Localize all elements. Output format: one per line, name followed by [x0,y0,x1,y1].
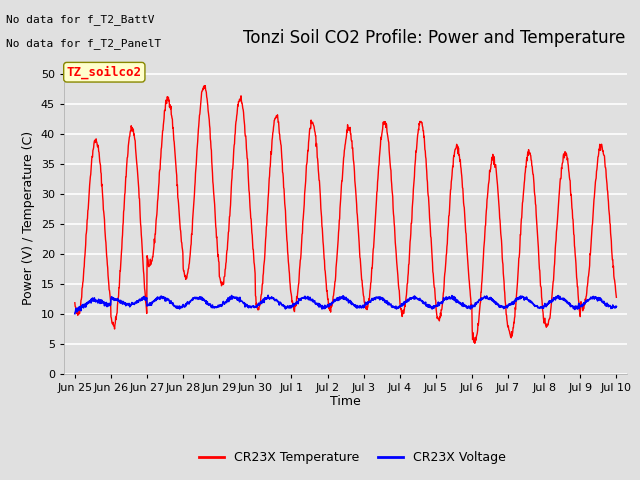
Legend: CR23X Temperature, CR23X Voltage: CR23X Temperature, CR23X Voltage [193,446,511,469]
Text: Tonzi Soil CO2 Profile: Power and Temperature: Tonzi Soil CO2 Profile: Power and Temper… [243,29,625,47]
Text: No data for f_T2_BattV: No data for f_T2_BattV [6,14,155,25]
X-axis label: Time: Time [330,395,361,408]
Text: No data for f_T2_PanelT: No data for f_T2_PanelT [6,38,162,49]
Y-axis label: Power (V) / Temperature (C): Power (V) / Temperature (C) [22,132,35,305]
Text: TZ_soilco2: TZ_soilco2 [67,65,142,79]
